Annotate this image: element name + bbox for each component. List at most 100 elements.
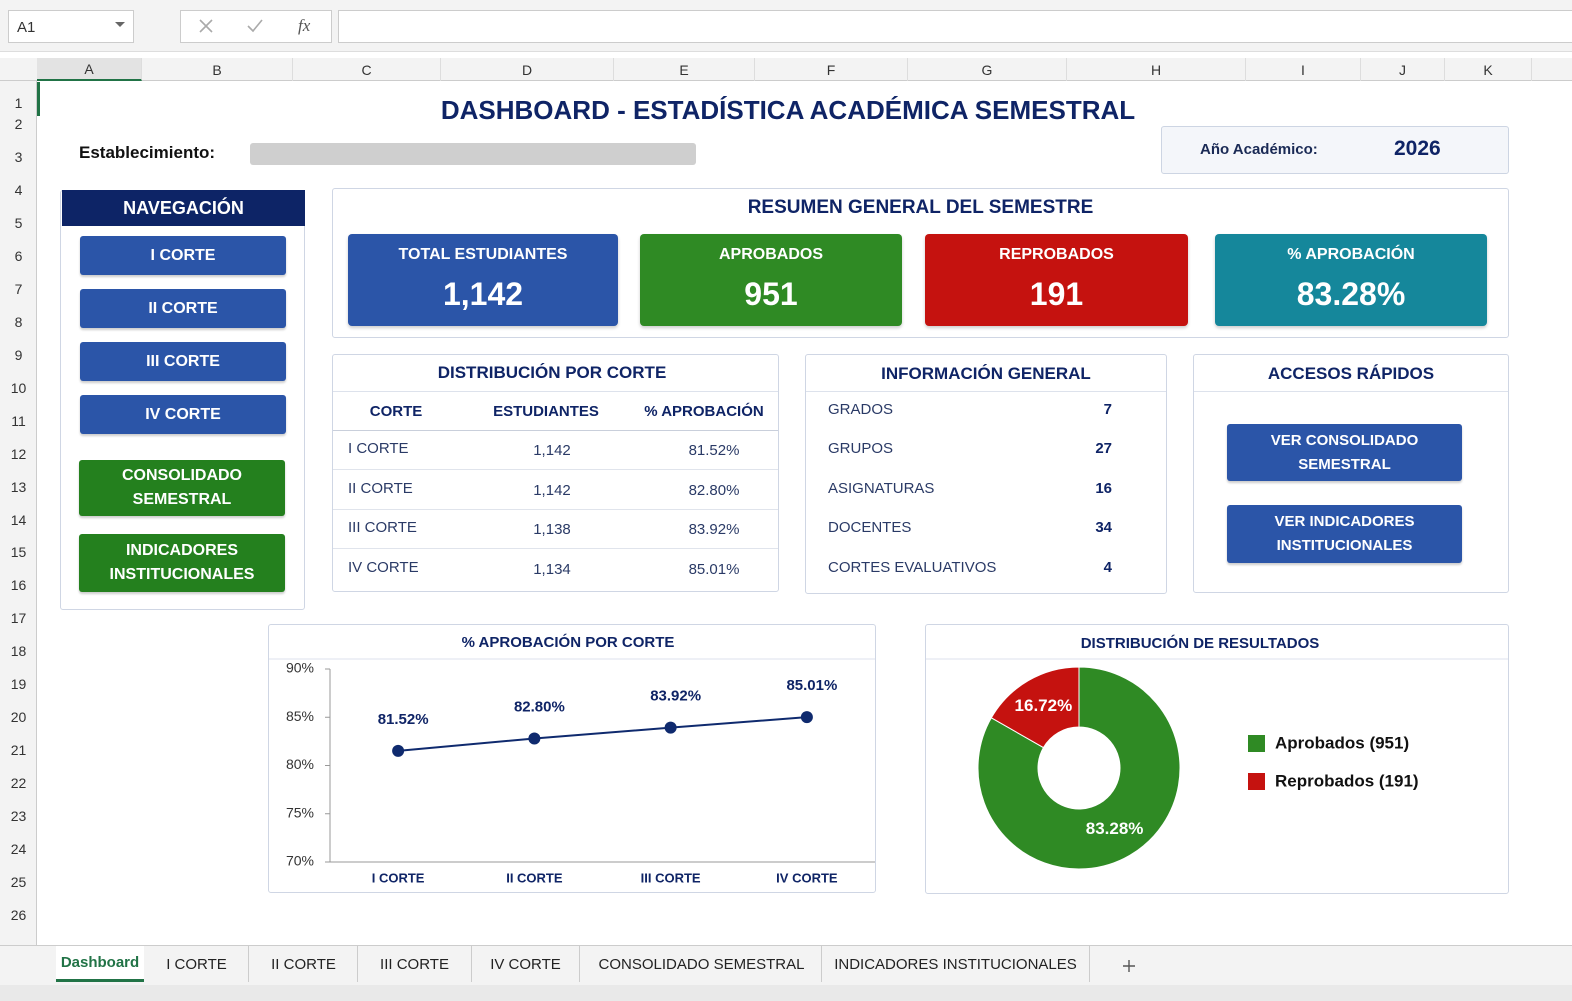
row-header[interactable]: 20 [10,709,27,726]
row-header[interactable]: 2 [14,116,23,132]
row-header[interactable]: 13 [10,478,27,495]
table-cell: 1,134 [533,560,571,578]
fx-icon[interactable]: fx [298,16,311,35]
column-header-bar [0,58,1572,81]
kpi-label: % APROBACIÓN [1287,246,1415,263]
year-box [1161,126,1509,174]
establecimiento-field[interactable] [250,143,696,165]
nav-button[interactable]: II CORTE [80,289,286,328]
distribution-title: DISTRIBUCIÓN POR CORTE [437,363,667,382]
row-header[interactable]: 11 [11,412,26,429]
row-header[interactable]: 22 [10,775,27,792]
column-header[interactable]: H [1067,58,1246,81]
column-header[interactable]: A [37,58,142,81]
y-tick-label: 75% [286,804,314,820]
info-label: GRUPOS [828,440,894,457]
table-header: ESTUDIANTES [493,402,599,420]
sheet-tab[interactable]: IV CORTE [472,946,580,982]
add-sheet-button [1123,960,1135,972]
x-tick-label: I CORTE [372,870,425,885]
table-cell: 1,142 [533,481,571,499]
table-cell: II CORTE [348,480,413,497]
series-line [398,716,807,752]
row-header[interactable]: 3 [14,148,23,165]
column-header[interactable]: C [293,58,441,81]
nav-button[interactable]: III CORTE [80,342,286,381]
sheet-tab[interactable]: INDICADORES INSTITUCIONALES [822,946,1090,982]
sheet-tab[interactable]: III CORTE [358,946,472,982]
row-header[interactable]: 10 [10,379,27,396]
row-header[interactable]: 26 [10,907,27,924]
info-value: 4 [1103,559,1112,576]
row-header[interactable]: 24 [10,841,27,858]
row-header[interactable]: 16 [10,577,27,594]
quick-button[interactable]: VER INDICADORES INSTITUCIONALES [1227,505,1462,563]
row-header[interactable]: 9 [14,346,23,363]
row-rule [333,509,778,510]
row-header[interactable]: 25 [10,874,27,891]
chart-panel [268,624,876,893]
plus-icon [1123,960,1135,972]
column-header[interactable]: J [1361,58,1445,81]
panel-divider [1194,391,1508,392]
row-header[interactable]: 1 [14,95,23,111]
row-header[interactable]: 5 [14,214,23,231]
row-header[interactable]: 4 [14,181,23,198]
column-header[interactable]: D [441,58,614,81]
x-tick-label: II CORTE [506,870,563,885]
column-header[interactable]: F [755,58,908,81]
quick-button[interactable]: VER CONSOLIDADO SEMESTRAL [1227,424,1462,481]
kpi-value: 951 [744,275,798,312]
sheet-tab[interactable]: Dashboard [56,946,144,982]
nav-button[interactable]: IV CORTE [80,395,286,434]
pie-chart: DISTRIBUCIÓN DE RESULTADOS 83.28% Aprobado… [926,634,1508,870]
data-label: 83.92% [650,688,701,705]
row-header[interactable]: 14 [10,511,27,528]
kpi-value: 83.28% [1296,275,1406,312]
info-label: DOCENTES [828,519,912,536]
nav-button[interactable]: CONSOLIDADO SEMESTRAL [79,460,285,516]
data-label: 81.52% [378,711,429,728]
row-header[interactable]: 7 [14,280,23,297]
formula-input[interactable] [338,10,1572,43]
row-header[interactable]: 6 [14,247,23,264]
table-header: % APROBACIÓN [644,402,764,420]
row-header[interactable]: 12 [10,445,27,462]
column-header[interactable]: E [614,58,755,81]
sheet-tab[interactable]: I CORTE [145,946,249,982]
legend-swatch [1248,735,1265,752]
row-header[interactable]: 19 [10,676,27,693]
kpi-card: REPROBADOS 191 [925,234,1188,326]
row-header[interactable]: 17 [10,610,27,627]
data-label: 85.01% [786,677,837,694]
row-header[interactable]: 18 [10,643,27,660]
year-label: Año Académico: [1200,141,1318,158]
nav-button[interactable]: INDICADORES INSTITUCIONALES [79,534,285,592]
info-value: 34 [1095,519,1112,536]
column-header[interactable]: I [1246,58,1361,81]
column-header[interactable]: G [908,58,1067,81]
sheet-tab[interactable]: CONSOLIDADO SEMESTRAL [582,946,822,982]
info-label: CORTES EVALUATIVOS [828,559,997,576]
y-tick-label: 70% [286,853,314,869]
column-header[interactable]: B [142,58,293,81]
row-header[interactable]: 21 [10,742,27,759]
active-cell [37,82,40,116]
data-point [800,711,813,724]
panel-divider [806,391,1166,392]
info-value: 16 [1095,480,1112,497]
info-value: 7 [1103,401,1112,418]
row-header[interactable]: 8 [14,313,23,330]
sheet-tab[interactable]: II CORTE [250,946,358,982]
line-chart: % APROBACIÓN POR CORTE 70% 75% 80% 85% 90% 81.… [269,633,875,885]
row-header[interactable]: 23 [10,808,27,825]
row-header[interactable]: 15 [10,544,27,561]
column-header[interactable]: K [1445,58,1532,81]
nav-button[interactable]: I CORTE [80,236,286,275]
enter-icon [247,19,263,33]
caret [115,22,125,27]
kpi-label: APROBADOS [718,246,823,263]
quick-title: ACCESOS RÁPIDOS [1267,364,1435,383]
name-box[interactable]: A1 [8,10,134,43]
